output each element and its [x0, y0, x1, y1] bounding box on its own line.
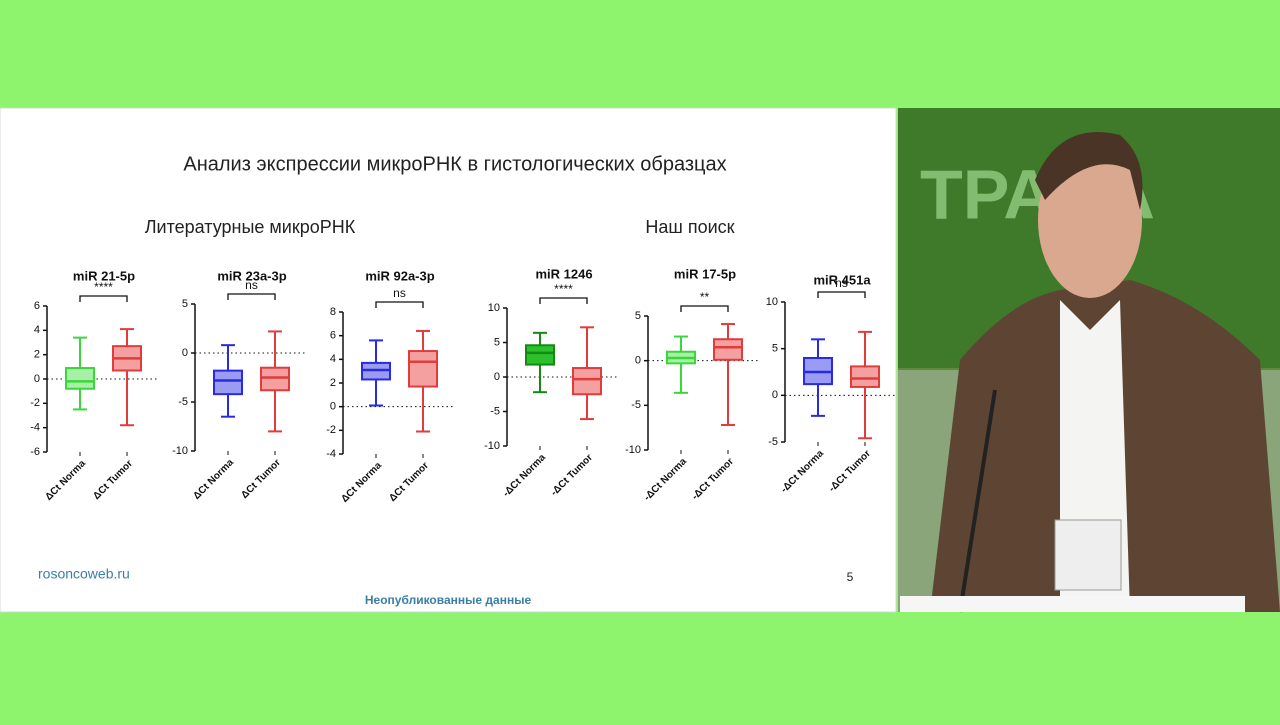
chart-title: miR 23a-3p: [217, 268, 286, 283]
page-number: 5: [847, 570, 854, 584]
y-tick-label: -10: [625, 444, 641, 456]
y-tick-label: 0: [182, 347, 188, 359]
y-tick-label: -10: [484, 440, 500, 452]
significance-label: ns: [835, 276, 848, 290]
box: [408, 350, 438, 388]
y-tick-label: 4: [34, 324, 40, 336]
slide: [0, 107, 897, 613]
slide-title: Анализ экспрессии микроРНК в гистологиче…: [183, 153, 726, 175]
y-tick-label: 0: [635, 355, 641, 367]
y-tick-label: -2: [326, 424, 336, 436]
y-tick-label: -5: [490, 405, 500, 417]
y-tick-label: 2: [34, 349, 40, 361]
chart-title: miR 17-5p: [674, 266, 736, 281]
significance-bracket: [79, 295, 128, 302]
y-tick-label: 8: [330, 306, 336, 318]
y-tick-label: -4: [326, 448, 336, 460]
significance-bracket: [227, 293, 276, 300]
y-tick-label: 10: [488, 302, 500, 314]
y-tick-label: 6: [34, 300, 40, 312]
significance-label: ****: [554, 282, 573, 296]
y-tick-label: 4: [330, 353, 336, 365]
y-tick-label: -5: [768, 436, 778, 448]
box: [713, 338, 743, 361]
section-heading: Литературные микроРНК: [145, 217, 356, 237]
chart-title: miR 92a-3p: [365, 268, 434, 283]
significance-label: ns: [245, 278, 258, 292]
y-tick-label: 5: [635, 310, 641, 322]
significance-bracket: [817, 291, 866, 298]
y-tick-label: 2: [330, 377, 336, 389]
y-tick-label: -10: [172, 445, 188, 457]
box: [213, 369, 243, 396]
y-tick-label: 5: [182, 298, 188, 310]
section-heading: Наш поиск: [645, 217, 734, 237]
significance-bracket: [539, 297, 588, 304]
y-tick-label: 5: [494, 336, 500, 348]
y-tick-label: 5: [772, 343, 778, 355]
y-tick-label: -6: [30, 446, 40, 458]
box: [525, 344, 555, 366]
website: rosoncoweb.ru: [38, 566, 130, 582]
box: [260, 366, 290, 392]
chart-title: miR 21-5p: [73, 268, 135, 283]
significance-label: **: [700, 290, 710, 304]
y-tick-label: -2: [30, 397, 40, 409]
footer-note: Неопубликованные данные: [365, 593, 532, 607]
y-tick-label: 0: [34, 373, 40, 385]
box: [572, 367, 602, 396]
y-tick-label: 6: [330, 330, 336, 342]
y-tick-label: 0: [330, 401, 336, 413]
chart-title: miR 1246: [535, 266, 592, 281]
y-tick-label: 0: [772, 389, 778, 401]
box: [65, 367, 95, 390]
y-tick-label: -4: [30, 422, 40, 434]
significance-bracket: [375, 301, 424, 308]
y-tick-label: 10: [766, 296, 778, 308]
significance-label: ****: [94, 280, 113, 294]
significance-bracket: [680, 305, 729, 312]
y-tick-label: 0: [494, 371, 500, 383]
box: [850, 365, 880, 388]
y-tick-label: -5: [631, 399, 641, 411]
speaker-video: ТРАНА: [898, 108, 1280, 613]
y-tick-label: -5: [178, 396, 188, 408]
chart-title: miR 451a: [813, 272, 871, 287]
significance-label: ns: [393, 286, 406, 300]
